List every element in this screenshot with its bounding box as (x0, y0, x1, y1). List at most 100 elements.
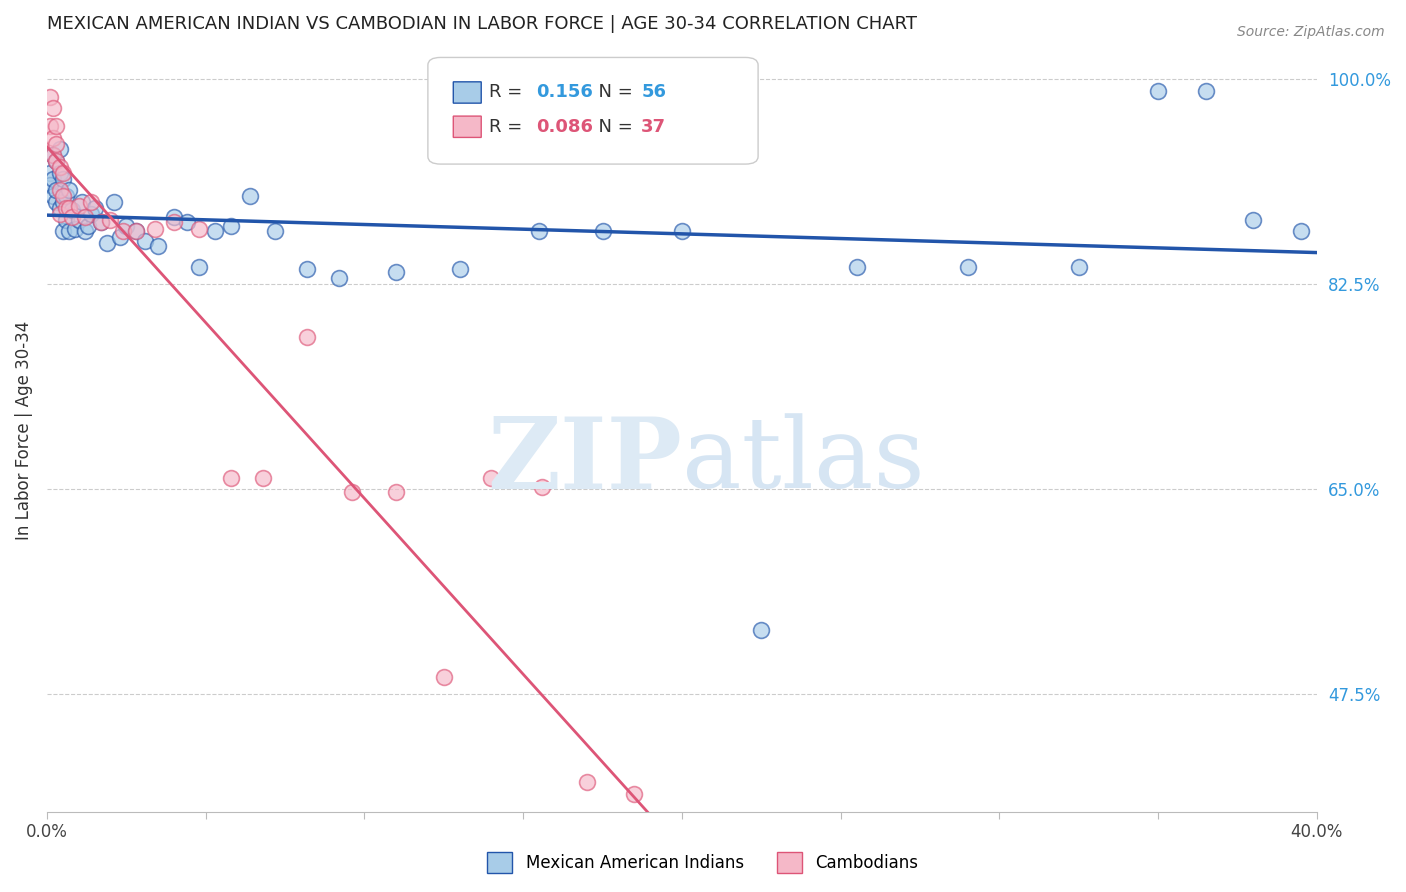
Point (65, 222, 87, 236)
Text: 56: 56 (641, 83, 666, 101)
Point (385, 484, 408, 499)
Point (52, 171, 75, 186)
Point (385, 265, 408, 279)
Point (58, 184, 80, 198)
Point (48, 166, 70, 180)
Point (52, 195, 75, 210)
Point (527, 224, 550, 238)
Text: ZIP: ZIP (486, 413, 682, 509)
Point (749, 623, 772, 637)
Point (163, 211, 186, 225)
Point (1067, 260, 1090, 274)
Point (204, 224, 226, 238)
Point (108, 230, 131, 244)
Point (252, 470, 274, 484)
Point (42, 148, 65, 162)
Point (58, 201, 80, 215)
Point (479, 470, 502, 484)
Point (73, 224, 96, 238)
Point (55, 201, 77, 215)
Point (48, 143, 70, 157)
Point (42, 171, 65, 186)
Point (219, 470, 242, 484)
Point (80, 195, 103, 210)
Point (48, 160, 70, 174)
Point (143, 222, 166, 236)
Text: 37: 37 (641, 118, 666, 136)
Point (52, 166, 75, 180)
Point (1241, 212, 1264, 227)
Point (264, 224, 287, 238)
Point (73, 211, 96, 225)
Point (67, 199, 90, 213)
Point (575, 775, 598, 789)
Point (297, 330, 319, 344)
Text: N =: N = (586, 83, 638, 101)
Text: MEXICAN AMERICAN INDIAN VS CAMBODIAN IN LABOR FORCE | AGE 30-34 CORRELATION CHAR: MEXICAN AMERICAN INDIAN VS CAMBODIAN IN … (46, 15, 917, 33)
Point (60, 203, 83, 218)
Point (103, 195, 125, 210)
Point (297, 262, 319, 277)
Point (39, 166, 62, 180)
Point (96, 236, 118, 251)
Text: N =: N = (586, 118, 638, 136)
Text: R =: R = (489, 118, 527, 136)
Point (125, 224, 148, 238)
Point (48, 201, 70, 215)
Point (70, 195, 93, 210)
Point (58, 224, 80, 238)
Point (45, 136, 67, 151)
Point (42, 148, 65, 162)
Point (45, 154, 67, 169)
Legend: Mexican American Indians, Cambodians: Mexican American Indians, Cambodians (481, 846, 925, 880)
Point (433, 670, 456, 684)
Point (115, 219, 138, 233)
Point (45, 154, 67, 169)
Point (623, 787, 645, 801)
Point (592, 224, 614, 238)
Point (52, 189, 75, 203)
Point (39, 178, 62, 192)
Point (45, 119, 67, 133)
Text: 0.086: 0.086 (536, 118, 593, 136)
Point (45, 184, 67, 198)
Point (39, 119, 62, 133)
Point (134, 234, 156, 248)
Point (42, 189, 65, 203)
FancyBboxPatch shape (453, 82, 481, 103)
FancyBboxPatch shape (427, 57, 758, 164)
Point (328, 271, 350, 285)
Point (449, 262, 471, 277)
Point (956, 260, 979, 274)
Point (83, 201, 105, 215)
Text: Source: ZipAtlas.com: Source: ZipAtlas.com (1237, 25, 1385, 39)
Text: 0.156: 0.156 (536, 83, 593, 101)
Point (42, 130, 65, 145)
FancyBboxPatch shape (453, 116, 481, 137)
Point (671, 224, 693, 238)
Y-axis label: In Labor Force | Age 30-34: In Labor Force | Age 30-34 (15, 321, 32, 541)
Point (1147, 84, 1170, 98)
Point (531, 480, 554, 494)
Point (55, 189, 77, 203)
Point (42, 102, 65, 116)
Point (239, 189, 262, 203)
Point (1195, 84, 1218, 98)
Point (125, 224, 148, 238)
Point (60, 211, 83, 225)
Point (39, 89, 62, 103)
Point (52, 224, 75, 238)
Point (1289, 224, 1312, 238)
Point (845, 260, 868, 274)
Point (55, 212, 77, 227)
Point (100, 212, 122, 227)
Point (188, 222, 211, 236)
Point (146, 238, 169, 252)
Point (90, 215, 112, 229)
Point (80, 207, 103, 221)
Point (45, 195, 67, 210)
Point (188, 260, 211, 274)
Point (112, 224, 135, 238)
Point (90, 215, 112, 229)
Point (67, 212, 90, 227)
